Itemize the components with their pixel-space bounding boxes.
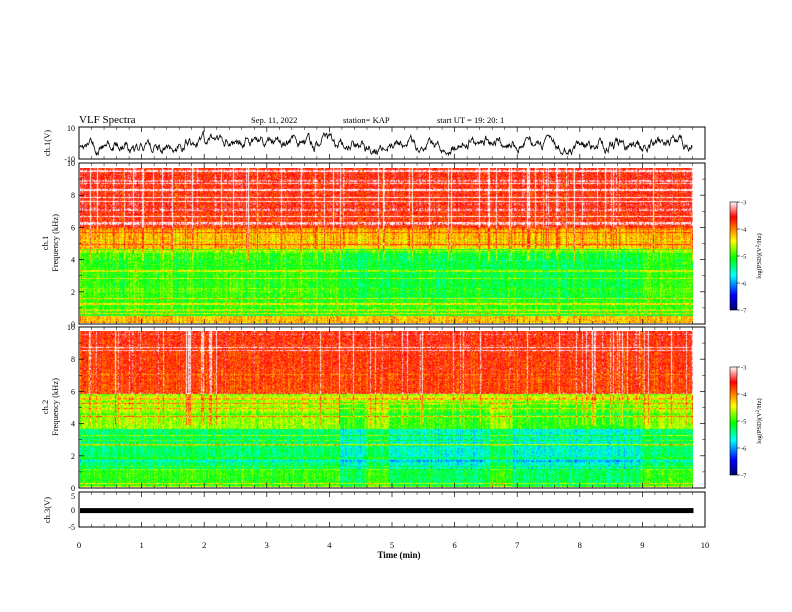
ch1-colorbar-label: log(PSD)(V2/Hz): [756, 233, 764, 278]
freq-tick-label: 2: [71, 288, 75, 297]
freq-tick-label: 10: [67, 159, 75, 168]
ch1-spectrogram-ylabel: Frequency (kHz): [50, 214, 60, 272]
time-axis-label: Time (min): [377, 550, 420, 560]
station-label: station= KAP: [343, 115, 390, 125]
time-tick-label: 10: [701, 540, 710, 550]
ch2-colorbar-scale: [729, 366, 738, 476]
ch2-spectrogram-ylabel-channel: ch.2: [40, 400, 50, 414]
ch2-colorbar-label: log(PSD)(V2/Hz): [756, 398, 764, 443]
time-tick-label: 1: [139, 540, 143, 550]
freq-tick-label: 10: [67, 323, 75, 332]
colorbar-tick-label: -5: [741, 254, 746, 261]
ch3-waveform-ylabel: ch.3(V): [42, 497, 52, 523]
ch1-freq-ticks: 0 2 4 6 8 10: [67, 159, 705, 329]
ch1-spectrogram-panel: 0 2 4 6 8 10 ch.1 Frequency (kHz): [40, 159, 706, 329]
ch2-spectrogram-panel: 0 2 4 6 8 10 ch.2 Frequency (kHz): [40, 323, 706, 493]
colorbar-tick-label: -4: [741, 227, 747, 234]
figure-title: VLF Spectra: [79, 114, 136, 126]
colorbar-tick-label: -7: [741, 473, 747, 480]
freq-tick-label: 0: [71, 484, 75, 493]
colorbar-tick-label: -4: [741, 392, 747, 399]
time-tick-label: 7: [515, 540, 519, 550]
time-tick-label: 0: [77, 540, 81, 550]
ch1-colorbar-scale: [729, 201, 738, 311]
time-tick-label: 9: [640, 540, 644, 550]
freq-tick-label: 2: [71, 452, 75, 461]
colorbar-tick-label: -6: [741, 281, 747, 288]
colorbar-tick-label: -5: [741, 419, 746, 426]
ch3-ytick-bottom: -5: [68, 523, 75, 532]
freq-tick-label: 6: [71, 387, 75, 396]
ch3-waveform-line: [80, 508, 694, 514]
freq-tick-label: 4: [71, 256, 75, 265]
freq-tick-label: 0: [71, 320, 75, 329]
date-label: Sep. 11, 2022: [251, 115, 297, 125]
ch1-waveform-line: [78, 130, 693, 157]
colorbar-tick-label: -6: [741, 446, 747, 453]
ch1-colorbar: -3 -4 -5 -6 -7 log(PSD)(V2/Hz): [729, 200, 764, 315]
time-tick-label: 4: [327, 540, 332, 550]
colorbar-tick-label: -3: [741, 365, 746, 372]
ch2-spectrogram-heatmap: [80, 331, 693, 487]
time-tick-label: 3: [265, 540, 269, 550]
freq-tick-label: 8: [71, 355, 75, 364]
ch1-ytick-bottom: -10: [64, 155, 75, 164]
time-tick-label: 5: [390, 540, 394, 550]
freq-tick-label: 8: [71, 191, 75, 200]
time-tick-label: 6: [452, 540, 456, 550]
ch2-freq-ticks: 0 2 4 6 8 10: [67, 323, 705, 493]
start-time-label: start UT = 19: 20: 1: [437, 115, 504, 125]
ch3-ytick-mid: 0: [71, 506, 75, 515]
ch1-spectrogram-ylabel-channel: ch.1: [40, 236, 50, 250]
ch3-ytick-top: 5: [71, 492, 75, 501]
ch2-colorbar: -3 -4 -5 -6 -7 log(PSD)(V2/Hz): [729, 365, 764, 480]
colorbar-tick-label: -7: [741, 308, 747, 315]
colorbar-tick-label: -3: [741, 200, 746, 207]
ch2-spectrogram-ylabel: Frequency (kHz): [50, 378, 60, 436]
ch1-colorbar-ticks: -3 -4 -5 -6 -7: [737, 200, 747, 315]
freq-tick-label: 6: [71, 223, 75, 232]
ch1-waveform-ylabel: ch.1(V): [42, 130, 52, 156]
time-tick-label: 8: [578, 540, 582, 550]
time-tick-label: 2: [202, 540, 206, 550]
freq-tick-label: 4: [71, 420, 75, 429]
time-axis: 0 1 2 3 4 5 6 7 8 9 10: [77, 127, 709, 550]
ch1-ytick-top: 10: [67, 124, 75, 133]
ch2-colorbar-ticks: -3 -4 -5 -6 -7: [737, 365, 747, 480]
ch1-spectrogram-heatmap: [80, 168, 693, 323]
